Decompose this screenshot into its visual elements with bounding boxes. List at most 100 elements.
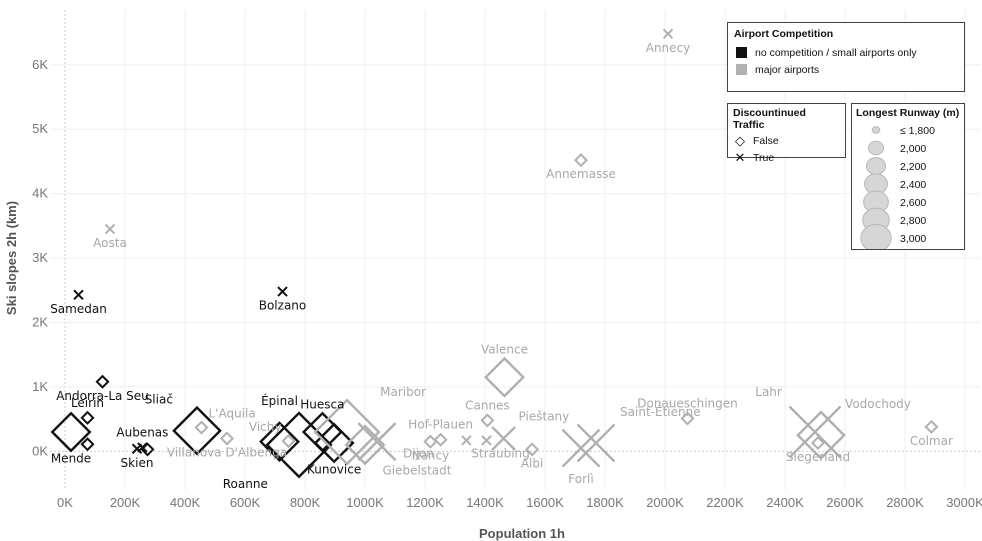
- point-valence-diamond: [484, 356, 525, 398]
- legend-item-false: ◇ False: [733, 132, 840, 149]
- y-axis-ticks: 0K 1K 2K 3K 4K 5K 6K: [32, 57, 48, 459]
- runway-size-label: ≤ 1,800: [900, 125, 935, 137]
- point-l-aquila-diamond: [194, 420, 209, 435]
- point-label-mende: Mende: [51, 452, 91, 466]
- point-roanne-diamond: [265, 411, 333, 479]
- point-kunovice-diamond: [313, 422, 355, 464]
- point-label-annemasse: Annemasse: [546, 167, 616, 181]
- x-tick-label: 200K: [110, 495, 141, 510]
- x-tick-label: 800K: [290, 495, 321, 510]
- point-label-cannes: Cannes: [465, 398, 510, 412]
- legend-swatch-black: [736, 47, 747, 58]
- legend-label: False: [753, 134, 779, 147]
- runway-size-circle: [860, 223, 892, 249]
- point-villanova-d-albenga-diamond: [219, 431, 235, 446]
- legend-label: major airports: [755, 63, 820, 76]
- x-tick-label: 1800K: [586, 495, 624, 510]
- runway-size-label: 2,200: [900, 161, 926, 173]
- point-vodochody-diamond: [796, 410, 846, 461]
- y-tick-label: 3K: [32, 250, 48, 265]
- point-label-huesca: Huesca: [300, 398, 344, 412]
- x-tick-label: 1400K: [466, 495, 504, 510]
- y-axis-title: Ski slopes 2h (km): [4, 201, 19, 315]
- x-tick-label: 1000K: [346, 495, 384, 510]
- grid: [50, 10, 980, 490]
- point-label-nancy: Nancy: [412, 449, 450, 463]
- point-label-pie-tany: Pieštany: [519, 410, 570, 424]
- point-label-vodochody: Vodochody: [845, 397, 911, 411]
- legend-longest-runway-title: Longest Runway (m): [856, 107, 960, 119]
- point-label-vichy: Vichy: [249, 420, 282, 434]
- point-annecy-cross: [662, 28, 674, 40]
- runway-size-label: 2,400: [900, 179, 926, 191]
- point-label-dijon: Dijon: [403, 447, 434, 461]
- point-leirin-diamond: [80, 410, 95, 425]
- point-label-giebelstadt: Giebelstadt: [383, 463, 452, 477]
- legend-airport-competition: Airport Competition no competition / sma…: [727, 22, 965, 92]
- point-annemasse-diamond: [573, 153, 589, 168]
- point-slia--diamond: [172, 405, 222, 456]
- runway-size-circle: [871, 126, 881, 134]
- point-label-donaueschingen: Donaueschingen: [637, 396, 738, 410]
- x-tick-label: 2400K: [766, 495, 804, 510]
- point-cannes-x-cross: [481, 435, 492, 446]
- point-label-straubing: Straubing: [471, 446, 529, 460]
- point-aosta-cross: [104, 223, 116, 235]
- point-label-siegerland: Siegerland: [786, 450, 850, 464]
- point--pinal-diamond: [259, 421, 300, 463]
- legend-label: no competition / small airports only: [755, 46, 917, 59]
- point-label-aubenas: Aubenas: [116, 425, 168, 439]
- x-axis-title: Population 1h: [479, 526, 565, 541]
- point-label-slia-: Sliač: [145, 393, 173, 407]
- point-skien-2-diamond: [140, 442, 155, 457]
- point-mende-small-diamond: [80, 437, 95, 452]
- runway-size-circle: [867, 140, 885, 156]
- runway-size-label: 2,000: [900, 143, 926, 155]
- point-label-l-aquila: L'Aquila: [209, 407, 256, 421]
- x-tick-label: 1200K: [406, 495, 444, 510]
- point-label-hof-plauen: Hof-Plauen: [408, 418, 473, 432]
- point-label-roanne: Roanne: [223, 477, 268, 491]
- point-label-samedan: Samedan: [50, 302, 107, 316]
- point-huesca-diamond: [301, 411, 343, 453]
- x-tick-label: 400K: [170, 495, 201, 510]
- point-hof-plauen-diamond: [433, 432, 448, 447]
- point-maribor-diamond: [313, 398, 381, 466]
- point-nancy-diamond: [423, 434, 438, 449]
- point-label--pinal: Épinal: [261, 393, 298, 408]
- point-bolzano-cross: [277, 286, 288, 297]
- runway-size-label: 2,800: [900, 215, 926, 227]
- x-tick-label: 2000K: [646, 495, 684, 510]
- point-label-saint-tienne: Saint-Étienne: [620, 404, 701, 419]
- legend-swatch-gray: [736, 64, 747, 75]
- point-label-skien: Skien: [121, 456, 154, 470]
- point-saint-tienne-cross: [576, 423, 616, 463]
- point-siegerland-diamond: [810, 435, 826, 451]
- point-giebelstadt-diamond: [344, 424, 386, 466]
- point-forl--cross: [561, 428, 601, 468]
- x-tick-label: 0K: [57, 495, 73, 510]
- x-tick-label: 1600K: [526, 495, 564, 510]
- legend-discontinued-traffic: Discountinued Traffic ◇ False ✕ True: [727, 103, 846, 165]
- legend-item-major-airports: major airports: [734, 61, 958, 78]
- point-label-valence: Valence: [481, 343, 528, 357]
- runway-size-circle: [866, 157, 886, 175]
- legend-label: True: [753, 151, 775, 164]
- point-pie-tany-cross: [491, 426, 516, 451]
- point-samedan-cross: [73, 289, 84, 300]
- legend-item-true: ✕ True: [733, 149, 840, 166]
- point-label-andorra-la-seu: Andorra-La Seu: [56, 389, 149, 403]
- y-tick-label: 6K: [32, 57, 48, 72]
- y-tick-label: 0K: [32, 443, 48, 458]
- point-labels: Annecy Annemasse Aosta Samedan Bolzano Andorr…: [50, 41, 953, 491]
- point-label-villanova-d-albenga: Villanova D'Albenga: [167, 445, 287, 459]
- point-skien-cross: [131, 443, 143, 454]
- point-label-colmar: Colmar: [910, 434, 953, 448]
- x-axis-ticks: 0K 200K 400K 600K 800K 1000K 1200K 1400K 1600K 18…: [57, 495, 982, 510]
- y-tick-label: 4K: [32, 186, 48, 201]
- legend-item-no-competition: no competition / small airports only: [734, 44, 958, 61]
- cross-icon: ✕: [734, 149, 746, 165]
- x-tick-label: 3000K: [946, 495, 982, 510]
- runway-size-label: 3,000: [900, 233, 926, 245]
